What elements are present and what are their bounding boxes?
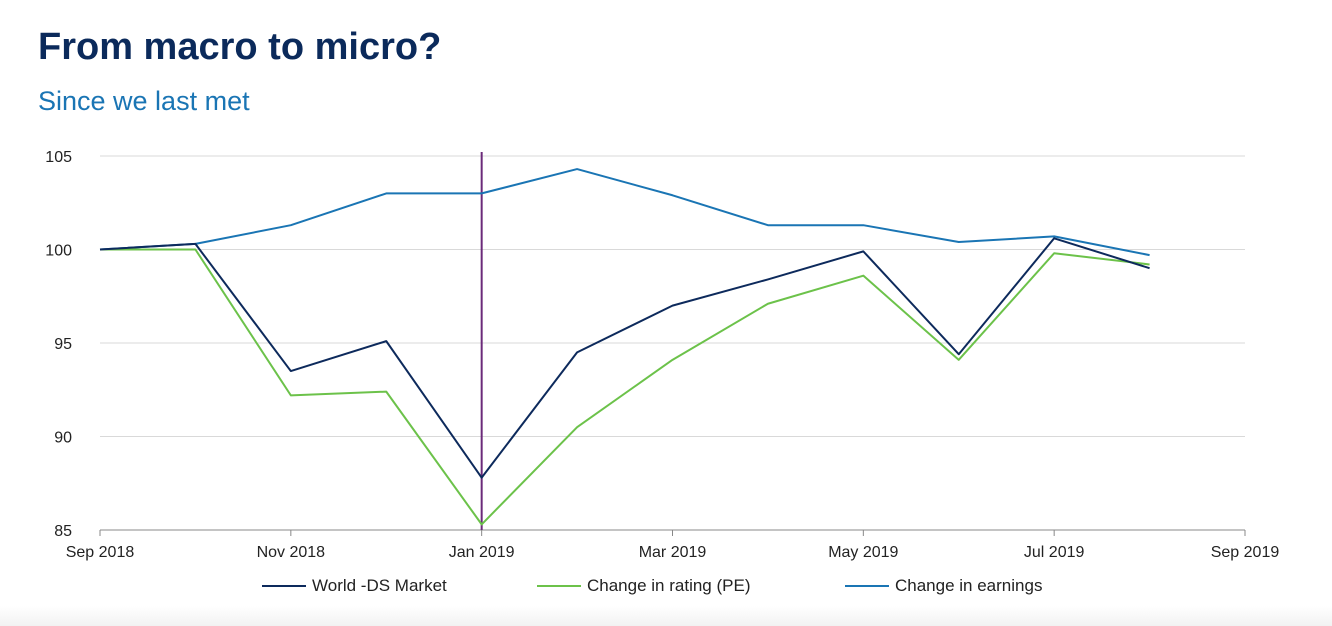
x-tick-label: Jul 2019 (1024, 544, 1085, 561)
legend-item: Change in earnings (845, 576, 1042, 596)
footer-shade (0, 606, 1332, 626)
page-title: From macro to micro? (38, 26, 442, 68)
legend-swatch (537, 585, 581, 587)
x-tick-label: May 2019 (828, 544, 898, 561)
x-tick-label: Nov 2018 (257, 544, 326, 561)
legend-label: Change in earnings (895, 576, 1043, 595)
y-tick-label: 100 (45, 243, 72, 260)
legend-item: World -DS Market (262, 576, 447, 596)
x-tick-label: Sep 2018 (66, 544, 135, 561)
legend-label: Change in rating (PE) (587, 576, 751, 595)
x-tick-label: Mar 2019 (639, 544, 707, 561)
legend-item: Change in rating (PE) (537, 576, 750, 596)
legend-swatch (262, 585, 306, 587)
page-subtitle: Since we last met (38, 86, 250, 116)
y-tick-label: 105 (45, 149, 72, 166)
series-line-change-in-earnings (99, 168, 1150, 257)
chart-legend: World -DS Market Change in rating (PE) Cha… (0, 576, 1332, 600)
legend-swatch (845, 585, 889, 587)
x-tick-label: Sep 2019 (1211, 544, 1280, 561)
series-line-change-in-rating-pe- (100, 248, 1150, 526)
y-tick-label: 90 (54, 430, 72, 447)
legend-label: World -DS Market (312, 576, 447, 595)
x-tick-label: Jan 2019 (449, 544, 515, 561)
series-line-world-ds-market (99, 237, 1150, 479)
y-tick-label: 85 (54, 523, 72, 540)
y-tick-label: 95 (54, 336, 72, 353)
